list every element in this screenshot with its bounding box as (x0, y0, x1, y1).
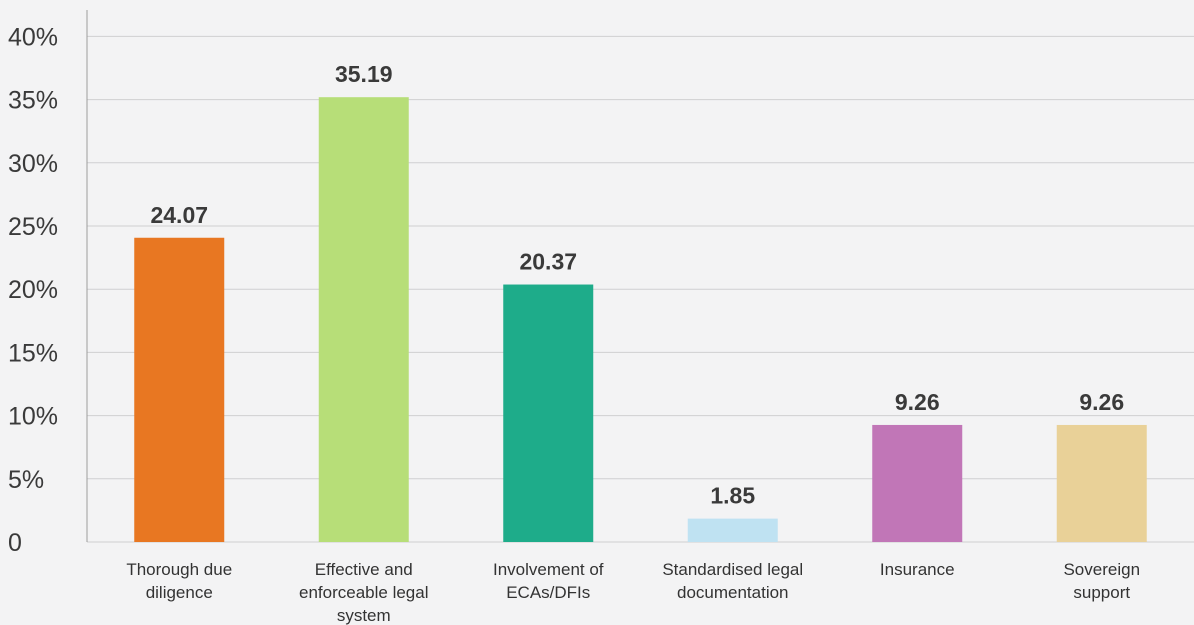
bar (687, 518, 778, 542)
data-label: 35.19 (335, 61, 393, 87)
bar (872, 424, 963, 542)
x-tick-label: enforceable legal (299, 583, 428, 602)
bar (134, 237, 225, 543)
x-tick-label: Effective and (315, 560, 413, 579)
x-tick-label: support (1073, 583, 1130, 602)
x-tick-label: Involvement of (493, 560, 604, 579)
x-tick-label: ECAs/DFIs (506, 583, 590, 602)
bar (1056, 424, 1147, 542)
y-axis-ticks: 0 5% 10% 15% 20% 25% 30% 35% 40% (8, 23, 58, 557)
data-label: 20.37 (519, 249, 577, 275)
x-tick-label: system (337, 606, 391, 625)
x-tick-label: Thorough due (126, 560, 232, 579)
y-tick-label: 30% (8, 150, 58, 178)
data-label: 9.26 (895, 389, 940, 415)
gridlines (87, 35, 1194, 543)
x-tick-label: diligence (146, 583, 213, 602)
y-tick-label: 10% (8, 403, 58, 431)
data-labels: 24.07 35.19 20.37 1.85 9.26 9.26 (150, 61, 1124, 508)
bars (134, 97, 1147, 543)
x-tick-label: Sovereign (1063, 560, 1140, 579)
bar (318, 97, 409, 543)
data-label: 9.26 (1079, 389, 1124, 415)
data-label: 1.85 (710, 483, 755, 509)
y-tick-label: 0 (8, 529, 22, 557)
data-label: 24.07 (150, 202, 208, 228)
y-tick-label: 15% (8, 339, 58, 367)
x-axis-labels: Thorough due diligence Effective and enforc… (126, 560, 1140, 625)
y-tick-label: 25% (8, 213, 58, 241)
y-tick-label: 5% (8, 466, 44, 494)
x-tick-label: documentation (677, 583, 789, 602)
bar (503, 284, 594, 542)
y-tick-label: 35% (8, 87, 58, 115)
x-tick-label: Insurance (880, 560, 955, 579)
x-tick-label: Standardised legal (662, 560, 803, 579)
y-tick-label: 40% (8, 23, 58, 51)
y-tick-label: 20% (8, 276, 58, 304)
